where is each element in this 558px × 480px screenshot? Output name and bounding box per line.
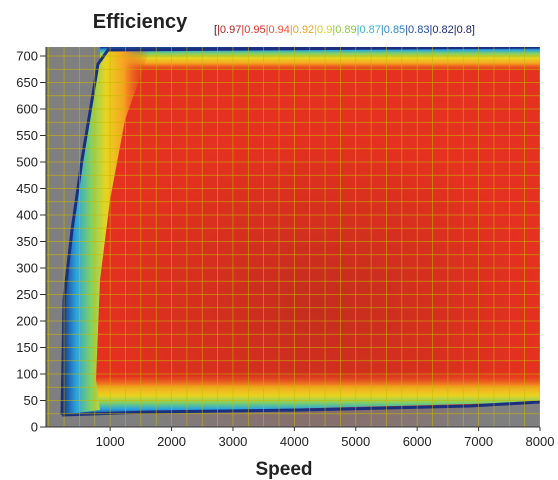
chart-legend: [|0.97|0.95|0.94|0.92|0.9|0.89|0.87|0.85… [214, 24, 475, 36]
x-tick-label: 3000 [218, 434, 247, 449]
y-tick-label: 300 [16, 261, 38, 276]
x-tick-label: 7000 [464, 434, 493, 449]
x-tick-label: 8000 [526, 434, 555, 449]
y-tick-label: 200 [16, 314, 38, 329]
legend-entry: |0.85 [381, 24, 405, 36]
y-tick-label: 500 [16, 155, 38, 170]
legend-entry: |0.83 [405, 24, 429, 36]
x-tick-labels: 1000 2000 3000 4000 5000 6000 7000 8000 [96, 427, 555, 449]
legend-entry: |0.95 [241, 24, 265, 36]
x-tick-label: 1000 [96, 434, 125, 449]
x-tick-label: 4000 [280, 434, 309, 449]
efficiency-map [46, 47, 540, 427]
envelope-edge [60, 47, 540, 416]
legend-entry: |0.87 [357, 24, 381, 36]
plot-area [46, 47, 540, 427]
legend-text: [|0.97|0.95|0.94|0.92|0.9|0.89|0.87|0.85… [214, 24, 475, 36]
x-axis-label: Speed [255, 459, 312, 480]
y-tick-label: 50 [24, 393, 38, 408]
legend-entry: |0.8] [454, 24, 475, 36]
y-tick-label: 250 [16, 287, 38, 302]
grid-lines [46, 47, 540, 427]
y-tick-label: 700 [16, 49, 38, 64]
y-tick-label: 550 [16, 128, 38, 143]
y-tick-label: 400 [16, 208, 38, 223]
x-tick-label: 6000 [403, 434, 432, 449]
x-tick-label: 2000 [157, 434, 186, 449]
y-tick-label: 100 [16, 367, 38, 382]
legend-entry: |0.92 [290, 24, 314, 36]
legend-entry: |0.82 [429, 24, 453, 36]
y-tick-label: 650 [16, 75, 38, 90]
efficiency-band-bottom [62, 372, 540, 415]
envelope-edge-bottom [61, 400, 540, 417]
y-tick-label: 600 [16, 102, 38, 117]
efficiency-band-left [62, 50, 150, 415]
efficiency-band-top [100, 47, 540, 72]
chart-title: Efficiency [93, 11, 188, 33]
y-tick-label: 150 [16, 340, 38, 355]
legend-entry: |0.89 [332, 24, 356, 36]
legend-bracket: [ [214, 24, 217, 36]
y-tick-label: 350 [16, 234, 38, 249]
legend-entry: |0.9 [314, 24, 332, 36]
y-tick-label: 450 [16, 181, 38, 196]
legend-entry: |0.97 [217, 24, 241, 36]
x-tick-label: 5000 [341, 434, 370, 449]
axes [45, 47, 540, 428]
legend-entry: |0.94 [266, 24, 290, 36]
y-tick-label: 0 [31, 420, 38, 435]
y-tick-labels: 0 50 100 150 200 250 300 350 400 450 500 550 600 650 7… [16, 49, 46, 435]
